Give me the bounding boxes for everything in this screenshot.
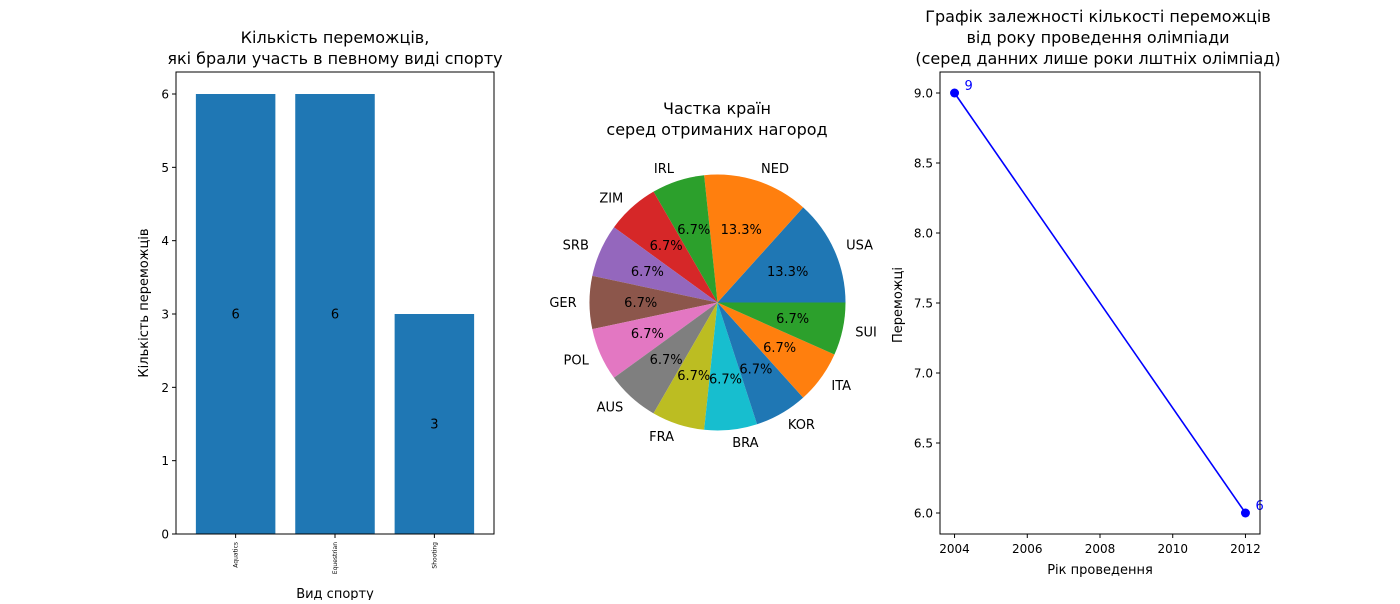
pie-percent-label: 6.7% — [677, 369, 710, 384]
line-chart-title-line-3: (серед данних лише роки лштніх олімпіад) — [915, 49, 1280, 68]
line-x-axis-label: Рік проведення — [1047, 563, 1153, 578]
pie-slice-label: KOR — [788, 418, 815, 433]
pie-percent-label: 6.7% — [624, 296, 657, 311]
pie-slice-label: GER — [549, 296, 576, 311]
bar-y-ticks: 0 1 2 3 4 5 6 — [161, 88, 176, 542]
bar-x-tick-label: Shooting — [431, 542, 438, 569]
pie-percent-label: 6.7% — [650, 239, 683, 254]
line-x-tick-label: 2010 — [1157, 542, 1188, 556]
bar-y-tick-label: 4 — [161, 234, 169, 248]
line-chart-title-line-1: Графік залежності кількості переможців — [925, 7, 1271, 26]
pie-slice-label: ITA — [831, 379, 851, 394]
bar-value-label: 3 — [430, 418, 438, 433]
pie-percent-label: 6.7% — [709, 372, 742, 387]
bar — [394, 314, 475, 534]
line-plot-frame — [939, 71, 1261, 535]
pie-percent-label: 6.7% — [677, 223, 710, 238]
pie-slice-label: ZIM — [599, 191, 623, 206]
pie-slice — [613, 302, 718, 414]
line-y-tick-label: 8.5 — [914, 157, 933, 171]
pie-slice-label: USA — [846, 239, 873, 254]
pie-slice-label: BRA — [732, 436, 758, 451]
line-y-tick-label: 7.0 — [914, 367, 933, 381]
line-y-tick-label: 8.0 — [914, 227, 933, 241]
pie-percent-label: 6.7% — [650, 353, 683, 368]
line-series: 96 — [950, 79, 1264, 518]
line-y-ticks: 6.0 6.5 7.0 7.5 8.0 8.5 9.0 — [914, 87, 940, 521]
pie-slice — [613, 191, 718, 303]
pie-percent-label: 13.3% — [721, 223, 762, 238]
line-x-ticks: 2004 2006 2008 2010 2012 — [939, 534, 1261, 556]
data-point — [1240, 508, 1250, 518]
data-point — [950, 88, 960, 98]
line-y-tick-label: 9.0 — [914, 87, 933, 101]
pie-percent-label: 6.7% — [776, 312, 809, 327]
bar-bars: 6 6 3 — [195, 94, 475, 534]
line-x-tick-label: 2006 — [1012, 542, 1043, 556]
pie-slice — [653, 175, 718, 303]
line-y-tick-label: 7.5 — [914, 297, 933, 311]
line-y-tick-label: 6.0 — [914, 507, 933, 521]
bar-plot-frame — [175, 71, 495, 535]
bar-x-ticks: Aquatics Equestrian Shooting — [233, 534, 438, 574]
bar-x-tick-label: Equestrian — [332, 542, 339, 574]
pie-slice-label: SUI — [855, 325, 877, 340]
data-point-label: 9 — [965, 79, 973, 94]
bar-chart-title-line-2: які брали участь в певному виді спорту — [167, 49, 502, 68]
pie-chart-title-line-1: Частка країн — [663, 99, 771, 118]
pie-slice — [717, 302, 835, 398]
bar-y-tick-label: 3 — [161, 308, 169, 322]
pie-slice — [592, 302, 718, 378]
pie-slices — [589, 174, 846, 431]
line-x-tick-label: 2008 — [1085, 542, 1116, 556]
line-chart: Графік залежності кількості переможців в… — [891, 7, 1281, 578]
bar-value-label: 6 — [331, 308, 339, 323]
bar-y-tick-label: 1 — [161, 454, 169, 468]
bar-chart: Кількість переможців, які брали участь в… — [137, 28, 503, 602]
line-x-tick-label: 2012 — [1230, 542, 1261, 556]
bar-x-axis-label: Вид спорту — [296, 587, 374, 600]
line-chart-title-line-2: від року проведення олімпіади — [966, 28, 1229, 47]
pie-slice-label: AUS — [597, 401, 624, 416]
line-x-tick-label: 2004 — [939, 542, 970, 556]
bar-value-label: 6 — [231, 308, 239, 323]
pie-percent-label: 13.3% — [767, 265, 808, 280]
pie-slice — [717, 302, 804, 425]
pie-slice-label: IRL — [654, 162, 675, 177]
pie-labels: USA 13.3% NED 13.3% IRL 6.7% ZIM 6.7% SRB 6.7% GER… — [549, 162, 876, 451]
pie-slice — [717, 302, 846, 355]
pie-percent-label: 6.7% — [631, 265, 664, 280]
pie-chart-title-line-2: серед отриманих нагород — [606, 120, 827, 139]
pie-slice — [717, 207, 846, 303]
bar — [295, 94, 375, 534]
pie-percent-label: 6.7% — [631, 327, 664, 342]
series-line — [953, 92, 1247, 514]
bar-y-axis-label: Кількість переможців — [137, 228, 152, 377]
pie-slice-label: SRB — [563, 239, 589, 254]
bar-y-tick-label: 5 — [161, 161, 169, 175]
pie-slice — [589, 275, 718, 330]
pie-percent-label: 6.7% — [739, 363, 772, 378]
bar-x-tick-label: Aquatics — [233, 542, 240, 568]
pie-slice — [704, 302, 758, 431]
pie-slice — [592, 227, 718, 303]
bar-y-tick-label: 6 — [161, 88, 169, 102]
bar — [195, 94, 276, 534]
pie-slice-label: POL — [564, 353, 590, 368]
pie-slice — [704, 174, 804, 303]
line-y-axis-label: Переможці — [891, 267, 906, 343]
bar-y-tick-label: 2 — [161, 381, 169, 395]
bar-y-tick-label: 0 — [161, 528, 169, 542]
line-y-tick-label: 6.5 — [914, 437, 933, 451]
pie-percent-label: 6.7% — [763, 341, 796, 356]
pie-slice-label: NED — [761, 162, 789, 177]
pie-chart: Частка країн серед отриманих нагород USA… — [549, 99, 876, 451]
pie-slice — [653, 302, 718, 430]
bar-chart-title-line-1: Кількість переможців, — [241, 28, 430, 47]
pie-slice-label: FRA — [649, 430, 674, 445]
